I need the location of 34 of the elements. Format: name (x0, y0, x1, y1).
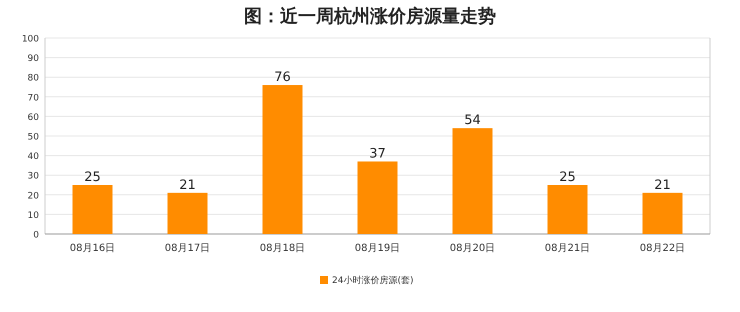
x-tick-label: 08月18日 (260, 243, 306, 254)
data-label: 37 (369, 146, 386, 162)
x-tick-label: 08月20日 (450, 243, 496, 254)
bar (262, 85, 302, 234)
bar (548, 185, 588, 234)
bar (168, 192, 208, 234)
bar (642, 192, 682, 234)
data-label: 25 (84, 170, 101, 185)
data-label: 54 (464, 113, 481, 128)
y-tick-label: 40 (28, 152, 40, 162)
data-label: 76 (274, 70, 291, 86)
data-label: 21 (179, 178, 196, 193)
y-tick-label: 30 (28, 172, 40, 182)
data-label: 21 (654, 178, 671, 193)
y-tick-label: 20 (28, 191, 40, 202)
y-tick-label: 100 (22, 34, 40, 44)
x-tick-label: 08月21日 (544, 243, 590, 254)
y-tick-label: 80 (28, 74, 40, 84)
bar (358, 161, 398, 234)
bar (72, 185, 112, 234)
x-tick-label: 08月16日 (70, 243, 116, 254)
x-tick-label: 08月19日 (354, 243, 400, 254)
x-tick-label: 08月17日 (164, 243, 210, 254)
bar (452, 128, 492, 234)
y-tick-label: 90 (28, 54, 40, 64)
y-tick-label: 50 (28, 132, 40, 142)
legend-label: 24小时涨价房源(套) (332, 275, 414, 286)
x-tick-label: 08月22日 (640, 243, 686, 254)
y-tick-label: 10 (28, 210, 40, 221)
y-tick-label: 0 (33, 230, 40, 240)
y-tick-label: 70 (28, 93, 40, 104)
chart-title: 图：近一周杭州涨价房源量走势 (244, 6, 496, 27)
data-label: 25 (559, 170, 576, 185)
y-tick-label: 60 (28, 112, 40, 123)
